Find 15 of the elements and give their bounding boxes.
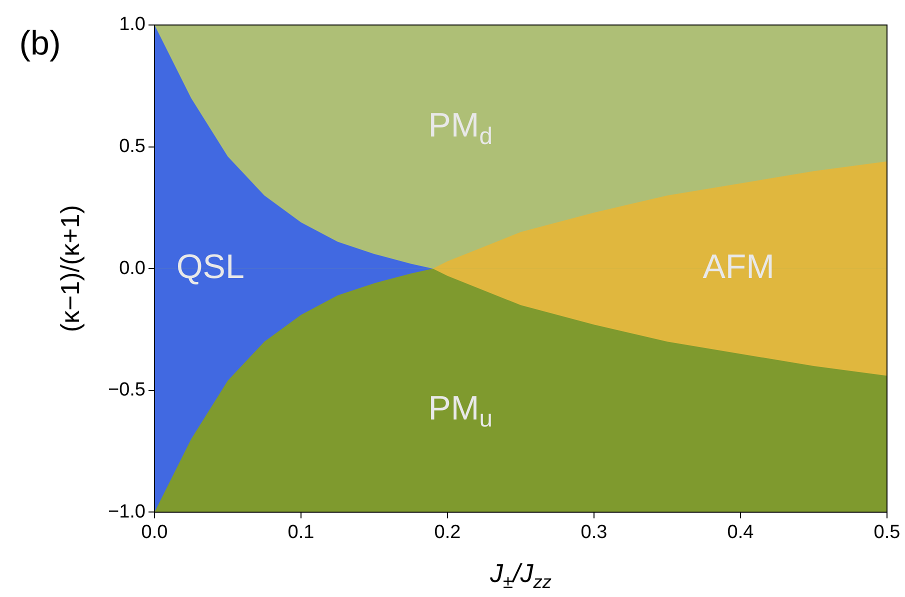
chart-title: (b) — [19, 24, 61, 62]
y-tick-label: −0.5 — [108, 380, 146, 401]
y-axis-title: (κ−1)/(κ+1) — [55, 205, 86, 332]
x-tick-label: 0.0 — [141, 522, 168, 543]
y-tick-label: 0.0 — [119, 258, 146, 279]
x-tick-label: 0.1 — [288, 522, 314, 543]
x-tick-label: 0.5 — [874, 522, 900, 543]
series-label: QSL — [176, 248, 244, 286]
y-tick-label: 1.0 — [119, 14, 146, 36]
series-label: AFM — [702, 248, 774, 286]
x-tick-label: 0.4 — [727, 522, 754, 543]
x-tick-label: 0.2 — [434, 522, 461, 543]
x-tick-label: 0.3 — [580, 522, 608, 543]
y-tick-label: −1.0 — [108, 501, 146, 522]
y-tick-label: 0.5 — [119, 136, 146, 158]
